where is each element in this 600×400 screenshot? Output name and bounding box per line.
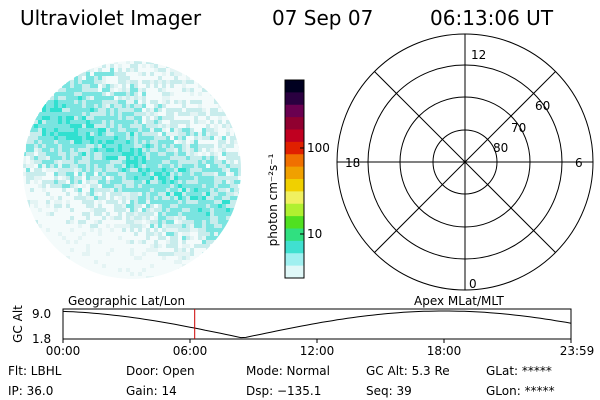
- timeline-ylabel: GC Alt: [11, 305, 25, 343]
- geo-caption: Geographic Lat/Lon: [68, 294, 185, 308]
- polar-grid: 12 18 6 0 60 70 80: [336, 33, 594, 291]
- colorbar-cell: [285, 240, 304, 254]
- colorbar-cell: [285, 80, 304, 93]
- apex-caption: Apex MLat/MLT: [414, 294, 504, 308]
- date-readout: 07 Sep 07: [272, 6, 374, 30]
- xtick-1200: 12:00: [300, 344, 335, 358]
- mode-info: Mode: Normal: [246, 364, 330, 378]
- lat-label-60: 60: [535, 99, 550, 113]
- mlt-label-12: 12: [471, 48, 486, 62]
- xtick-2359: 23:59: [560, 344, 595, 358]
- colorbar-cell: [285, 253, 304, 267]
- seq-info: Seq: 39: [366, 384, 412, 398]
- colorbar-label: photon cm⁻²s⁻¹: [266, 153, 280, 246]
- xtick-0000: 00:00: [46, 344, 81, 358]
- colorbar-cell: [285, 265, 304, 279]
- door-info: Door: Open: [126, 364, 195, 378]
- colorbar-cell: [285, 154, 304, 168]
- lat-label-70: 70: [511, 121, 526, 135]
- app-title: Ultraviolet Imager: [20, 6, 202, 30]
- dsp-info: Dsp: −135.1: [246, 384, 322, 398]
- colorbar-tick-100: 100: [307, 141, 330, 155]
- colorbar-cell: [285, 216, 304, 230]
- colorbar: 100 10 photon cm⁻²s⁻¹: [266, 79, 330, 279]
- mlt-label-18: 18: [345, 156, 360, 170]
- colorbar-cell: [285, 203, 304, 217]
- altitude-timeline: Geographic Lat/Lon Apex MLat/MLT GC Alt …: [11, 294, 595, 358]
- ip-info: IP: 36.0: [8, 384, 54, 398]
- colorbar-cell: [285, 117, 304, 131]
- xtick-1800: 18:00: [427, 344, 462, 358]
- gain-info: Gain: 14: [126, 384, 177, 398]
- xtick-0600: 06:00: [173, 344, 208, 358]
- lat-label-80: 80: [493, 141, 508, 155]
- colorbar-cell: [285, 179, 304, 192]
- colorbar-cell: [285, 228, 304, 242]
- colorbar-cell: [285, 166, 304, 180]
- colorbar-cell: [285, 104, 304, 118]
- mlt-label-0: 0: [469, 277, 477, 291]
- altitude-curve: [62, 310, 572, 339]
- time-readout: 06:13:06 UT: [430, 6, 554, 30]
- glat-info: GLat: *****: [486, 364, 552, 378]
- ytick-9: 9.0: [32, 307, 51, 321]
- uv-image-disk: [23, 61, 241, 279]
- ytick-1.8: 1.8: [32, 332, 51, 346]
- filter-info: Flt: LBHL: [8, 364, 62, 378]
- colorbar-tick-10: 10: [307, 227, 322, 241]
- colorbar-cell: [285, 92, 304, 106]
- colorbar-cell: [285, 141, 304, 155]
- colorbar-cell: [285, 129, 304, 143]
- gc-alt-info: GC Alt: 5.3 Re: [366, 364, 450, 378]
- mlt-label-6: 6: [575, 156, 583, 170]
- glon-info: GLon: *****: [486, 384, 555, 398]
- colorbar-cell: [285, 191, 304, 205]
